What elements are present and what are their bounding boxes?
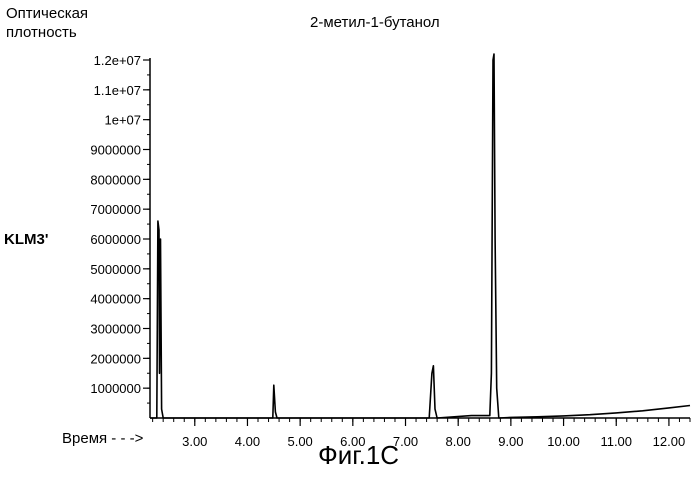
y-tick-label: 1e+07 xyxy=(104,113,141,128)
x-tick-label: 12.00 xyxy=(653,434,686,449)
y-tick-label: 3000000 xyxy=(90,322,141,337)
x-tick-label: 7.00 xyxy=(393,434,418,449)
chart-axes xyxy=(150,58,690,418)
x-tick-label: 4.00 xyxy=(235,434,260,449)
y-tick-label: 1.2e+07 xyxy=(94,53,141,68)
y-tick-label: 2000000 xyxy=(90,351,141,366)
series-line xyxy=(150,54,690,418)
y-tick-label: 1000000 xyxy=(90,381,141,396)
x-tick-label: 6.00 xyxy=(340,434,365,449)
x-tick-label: 11.00 xyxy=(600,434,632,449)
x-tick-label: 10.00 xyxy=(547,434,580,449)
y-tick-label: 9000000 xyxy=(90,143,141,158)
y-tick-label: 7000000 xyxy=(90,202,141,217)
y-tick-label: 5000000 xyxy=(90,262,141,277)
y-axis-ticks: 1000000 2000000 3000000 4000000 5000000 60000… xyxy=(90,53,150,403)
x-axis-ticks: 3.00 4.00 5.00 6.00 7.00 8.00 9.00 10.00 11.00 12… xyxy=(153,418,690,449)
y-tick-label: 4000000 xyxy=(90,292,141,307)
x-tick-label: 5.00 xyxy=(287,434,312,449)
y-tick-label: 6000000 xyxy=(90,232,141,247)
x-tick-label: 3.00 xyxy=(182,434,207,449)
y-tick-label: 8000000 xyxy=(90,172,141,187)
x-tick-label: 9.00 xyxy=(498,434,523,449)
y-tick-label: 1.1e+07 xyxy=(94,83,141,98)
x-tick-label: 8.00 xyxy=(446,434,471,449)
